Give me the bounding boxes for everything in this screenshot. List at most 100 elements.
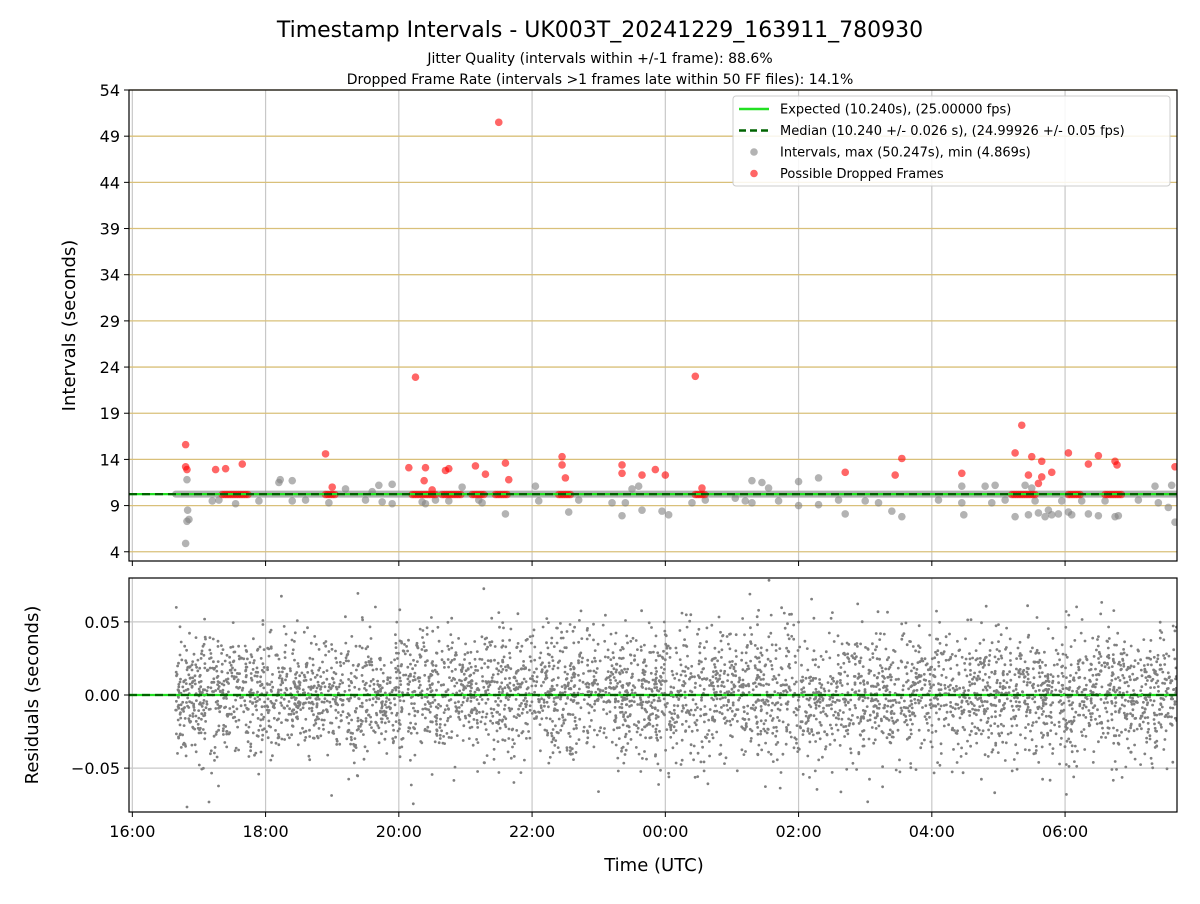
residual-point: [511, 745, 514, 749]
residual-point: [806, 754, 810, 758]
residual-point: [772, 675, 776, 678]
residual-point: [551, 659, 555, 662]
residual-point: [871, 642, 874, 646]
residual-point: [185, 648, 189, 652]
residual-point: [366, 645, 370, 649]
residual-point: [1158, 708, 1161, 711]
interval-point: [608, 499, 616, 507]
residual-point: [272, 716, 276, 720]
dropped-frame-point: [1027, 452, 1036, 461]
residual-point: [259, 684, 262, 688]
interval-point: [1011, 512, 1019, 521]
residual-point: [726, 679, 729, 682]
residual-point: [243, 703, 247, 707]
residual-point: [1146, 716, 1150, 719]
interval-point: [688, 499, 696, 507]
residual-point: [184, 678, 187, 682]
residual-point: [1013, 673, 1017, 676]
residual-point: [776, 716, 779, 719]
residual-point: [775, 681, 779, 685]
residual-point: [757, 743, 761, 747]
top-y-tick-label: 34: [100, 266, 120, 285]
residual-point: [639, 649, 643, 652]
residual-point: [723, 669, 727, 673]
residual-point: [765, 711, 769, 715]
residual-point: [792, 746, 796, 750]
residual-point: [208, 636, 212, 639]
residual-point: [1077, 665, 1080, 669]
residual-point: [874, 632, 878, 635]
residual-point: [543, 704, 546, 708]
residual-point: [1043, 650, 1046, 654]
residual-point: [824, 745, 828, 748]
residual-point: [859, 642, 862, 646]
residual-point: [623, 735, 627, 739]
dropped-frame-point: [421, 463, 430, 472]
residual-point: [1114, 690, 1117, 694]
residual-point: [1064, 625, 1068, 629]
residual-point: [1098, 714, 1101, 718]
residual-point: [244, 668, 248, 672]
residual-point: [793, 654, 797, 658]
residual-point: [624, 748, 628, 752]
dropped-frame-point: [618, 461, 626, 469]
residual-point: [502, 626, 505, 630]
residual-point: [520, 667, 524, 670]
residual-point: [389, 701, 392, 705]
residual-point: [314, 643, 318, 646]
residual-point: [856, 602, 860, 606]
interval-point: [628, 485, 636, 493]
residual-point: [530, 684, 534, 688]
residual-point: [711, 675, 715, 679]
residual-point: [722, 672, 726, 675]
residual-point: [491, 714, 495, 718]
residual-point: [415, 641, 419, 645]
residual-point: [390, 690, 394, 694]
residual-point: [409, 721, 412, 725]
residual-point: [1062, 717, 1065, 721]
residual-point: [765, 690, 769, 694]
residual-point: [1120, 696, 1124, 699]
residual-point: [1105, 710, 1109, 714]
residual-point: [1124, 765, 1128, 769]
residual-point: [1075, 689, 1079, 693]
residual-point: [257, 772, 261, 776]
residual-point: [398, 746, 401, 750]
residual-point: [756, 732, 760, 736]
residual-point: [431, 695, 435, 699]
residual-point: [295, 687, 299, 690]
top-y-tick-label: 39: [100, 220, 120, 239]
residual-point: [287, 700, 291, 703]
residual-point: [968, 680, 971, 684]
residual-point: [590, 719, 593, 722]
residual-point: [283, 656, 287, 659]
residual-point: [295, 619, 299, 623]
residual-point: [202, 642, 206, 646]
residual-point: [242, 710, 246, 714]
residual-point: [483, 662, 487, 665]
residual-point: [832, 640, 836, 643]
residual-point: [612, 667, 616, 671]
residual-point: [720, 706, 723, 709]
residual-point: [774, 725, 778, 729]
residual-point: [970, 729, 973, 733]
residual-point: [609, 686, 613, 690]
residual-point: [1133, 743, 1136, 747]
residual-point: [949, 683, 952, 687]
residual-point: [720, 712, 724, 716]
residual-point: [546, 731, 550, 735]
residuals-y-axis-label: Residuals (seconds): [22, 606, 43, 785]
residual-point: [950, 653, 954, 656]
residual-point: [1008, 637, 1012, 641]
residual-point: [366, 655, 370, 659]
residual-point: [528, 635, 532, 638]
residual-point: [485, 712, 489, 716]
interval-point: [618, 511, 626, 520]
residual-point: [388, 681, 392, 685]
residual-point: [897, 701, 901, 704]
residual-point: [885, 736, 889, 740]
residual-point: [499, 685, 502, 689]
residual-point: [517, 734, 521, 738]
residual-point: [696, 706, 699, 709]
residual-point: [269, 645, 273, 649]
